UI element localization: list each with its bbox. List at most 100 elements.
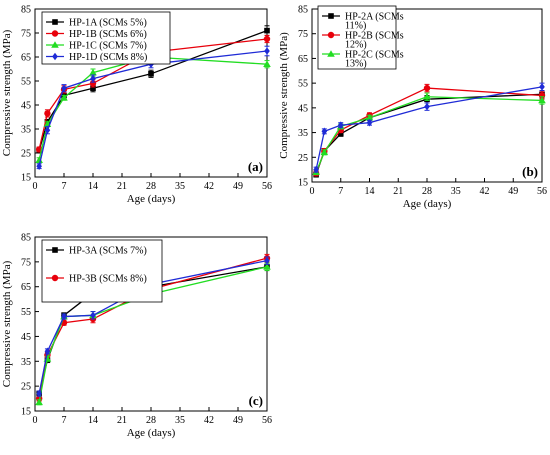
legend-item: HP-3A (SCMs 7%) <box>46 246 147 257</box>
legend-item: HP-1A (SCMs 5%) <box>46 18 147 29</box>
x-tick-label: 35 <box>175 415 185 426</box>
data-point <box>423 92 431 100</box>
x-tick-label: 28 <box>146 181 156 192</box>
data-point <box>44 126 51 134</box>
x-tick-label: 49 <box>233 415 243 426</box>
legend: HP-2A (SCMs 11%)HP-2B (SCMs 12%)HP-2C (SCM… <box>317 5 404 70</box>
y-tick-label: 15 <box>21 173 31 184</box>
y-tick-label: 75 <box>21 29 31 40</box>
series <box>35 52 271 164</box>
x-tick-label: 14 <box>365 186 375 197</box>
y-tick-label: 75 <box>21 257 31 268</box>
data-point <box>320 148 329 156</box>
x-tick-label: 49 <box>233 181 243 192</box>
series-line <box>315 96 543 173</box>
y-tick-label: 85 <box>298 5 308 16</box>
x-tick-label: 42 <box>204 181 214 192</box>
x-axis-title: Age (days) <box>403 198 452 210</box>
y-tick-label: 45 <box>298 103 308 114</box>
y-tick-label: 75 <box>298 29 308 40</box>
y-tick-label: 25 <box>298 153 308 164</box>
data-point <box>263 35 271 43</box>
data-point <box>36 389 42 398</box>
x-tick-label: 0 <box>33 415 38 426</box>
data-point <box>44 110 51 117</box>
legend-label: HP-1D (SCMs 8%) <box>69 52 147 63</box>
x-tick-label: 42 <box>204 415 214 426</box>
y-tick-label: 65 <box>298 54 308 65</box>
x-tick-label: 56 <box>262 181 272 192</box>
x-tick-label: 21 <box>393 186 403 197</box>
data-point <box>90 85 96 91</box>
y-tick-label: 35 <box>298 128 308 139</box>
x-tick-label: 42 <box>480 186 490 197</box>
y-axis-title: Compressive strength (MPa) <box>278 32 290 159</box>
panel-label: (c) <box>249 393 263 408</box>
x-tick-label: 21 <box>117 415 127 426</box>
data-point <box>263 60 271 67</box>
y-tick-label: 55 <box>21 307 31 318</box>
data-point <box>44 347 51 356</box>
chart-panel: 15 25 35 45 55 65 75 85 0 7 14 21 28 35 42 49 56 Age (day… <box>1 233 272 440</box>
chart-panel: 15 25 35 45 55 65 75 85 0 7 14 21 28 35 42 49 56 Age (day… <box>1 5 272 206</box>
panel-label: (a) <box>248 159 263 174</box>
legend-label: HP-2A (SCMs 11%) <box>345 12 404 32</box>
data-point <box>61 312 67 321</box>
data-point <box>538 96 546 104</box>
y-tick-label: 15 <box>298 178 308 189</box>
panel-label: (b) <box>522 164 538 179</box>
data-point <box>337 131 344 137</box>
data-point <box>52 19 58 25</box>
x-tick-label: 35 <box>175 181 185 192</box>
legend-label: HP-1C (SCMs 7%) <box>69 41 147 52</box>
data-point <box>36 162 42 170</box>
y-tick-label: 55 <box>21 77 31 88</box>
data-point <box>51 274 59 282</box>
legend-label: HP-2C (SCMs 13%) <box>345 50 404 70</box>
series-line <box>38 257 268 399</box>
legend-item: HP-2B (SCMs 12%) <box>322 31 404 51</box>
data-point <box>148 71 154 77</box>
x-tick-label: 7 <box>338 186 343 197</box>
series-line <box>315 86 543 170</box>
x-tick-label: 14 <box>88 181 98 192</box>
x-tick-label: 14 <box>88 415 98 426</box>
data-point <box>61 84 67 92</box>
legend-label: HP-3A (SCMs 7%) <box>69 246 147 257</box>
y-tick-label: 55 <box>298 79 308 90</box>
y-tick-label: 45 <box>21 101 31 112</box>
legend-box <box>41 11 171 65</box>
legend-item: HP-2A (SCMs 11%) <box>322 12 404 32</box>
legend-item: HP-1C (SCMs 7%) <box>46 41 147 52</box>
legend-label: HP-3B (SCMs 8%) <box>69 274 147 285</box>
data-point <box>90 74 96 83</box>
data-point <box>327 31 335 39</box>
x-tick-label: 0 <box>33 181 38 192</box>
series <box>312 92 546 176</box>
x-tick-label: 28 <box>422 186 432 197</box>
x-axis-title: Age (days) <box>127 193 176 205</box>
data-point <box>365 113 374 121</box>
legend-label: HP-2B (SCMs 12%) <box>345 31 404 51</box>
data-point <box>264 256 270 265</box>
data-point <box>539 83 545 91</box>
legend-item: HP-1D (SCMs 8%) <box>46 52 147 63</box>
data-point <box>51 41 59 48</box>
data-point <box>337 121 344 129</box>
data-point <box>51 30 59 37</box>
legend-label: HP-1A (SCMs 5%) <box>69 18 147 29</box>
x-tick-label: 21 <box>117 181 127 192</box>
x-tick-label: 0 <box>310 186 315 197</box>
x-tick-label: 7 <box>62 181 67 192</box>
series <box>313 90 545 178</box>
data-point <box>366 118 373 127</box>
data-point <box>35 156 43 163</box>
data-point <box>264 27 270 34</box>
legend: HP-1A (SCMs 5%)HP-1B (SCMs 6%)HP-1C (SCM… <box>41 11 171 65</box>
data-point <box>321 127 328 136</box>
data-point <box>313 165 319 174</box>
data-point <box>423 84 431 92</box>
x-axis-title: Age (days) <box>127 427 176 439</box>
y-tick-label: 85 <box>21 5 31 16</box>
